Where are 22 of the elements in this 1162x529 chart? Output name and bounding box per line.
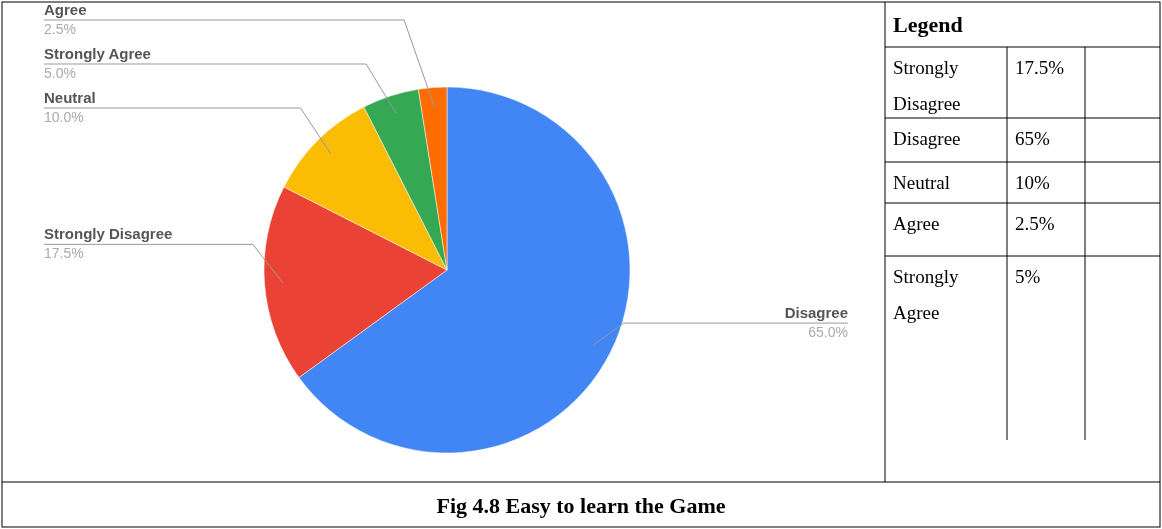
text: 10% bbox=[1015, 172, 1050, 193]
data-label: 17.5% bbox=[44, 245, 84, 262]
text: 5% bbox=[1015, 266, 1041, 287]
slice-label: Disagree bbox=[784, 304, 848, 322]
category-label: Agree bbox=[893, 213, 940, 234]
category-label: Disagree bbox=[893, 128, 961, 149]
category-label: Strongly Disagree bbox=[893, 57, 961, 114]
text: 2.5% bbox=[1015, 213, 1055, 234]
slice-label: Neutral bbox=[44, 89, 96, 106]
category-label: Strongly Agree bbox=[893, 266, 959, 323]
data-label: 2.5% bbox=[44, 21, 76, 37]
slice-label: Strongly Agree bbox=[44, 45, 151, 62]
category-label: Neutral bbox=[893, 172, 950, 193]
slice-label: Agree bbox=[44, 1, 87, 18]
text: 17.5% bbox=[1015, 57, 1065, 78]
data-label: 65.0% bbox=[808, 324, 848, 341]
slice-label: Strongly Disagree bbox=[44, 225, 173, 243]
data-label: 10.0% bbox=[44, 109, 84, 125]
text: Legend bbox=[893, 12, 963, 37]
text: 65% bbox=[1015, 128, 1050, 149]
text: Fig 4.8 Easy to learn the Game bbox=[436, 493, 726, 518]
data-label: 5.0% bbox=[44, 65, 76, 81]
